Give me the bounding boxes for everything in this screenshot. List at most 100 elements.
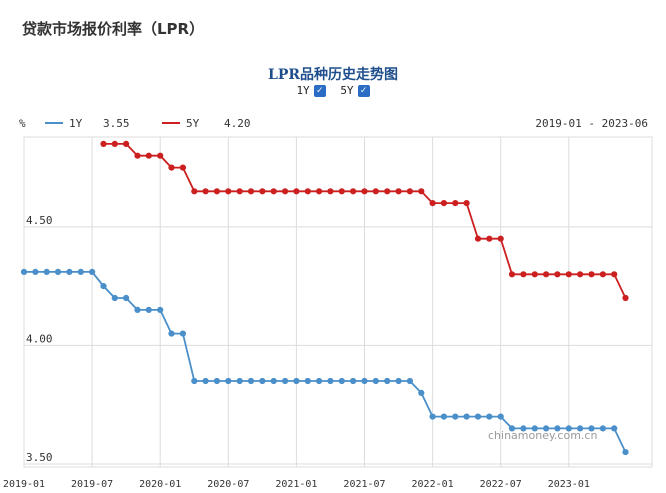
checkbox-checked-icon[interactable]: ✓ [313,84,326,97]
data-point[interactable] [588,271,595,278]
data-point[interactable] [157,306,164,313]
data-point[interactable] [293,377,300,385]
data-point[interactable] [611,425,618,432]
data-point[interactable] [134,306,141,313]
data-point[interactable] [520,271,527,278]
data-point[interactable] [395,377,402,385]
data-point[interactable] [338,377,345,385]
data-point[interactable] [429,200,436,207]
data-point[interactable] [111,140,118,147]
data-point[interactable] [531,271,538,278]
data-point[interactable] [577,425,584,432]
data-point[interactable] [327,377,334,385]
data-point[interactable] [418,188,425,195]
data-point[interactable] [440,413,447,420]
data-point[interactable] [179,330,186,337]
data-point[interactable] [213,188,220,195]
data-point[interactable] [134,152,141,159]
data-point[interactable] [395,188,402,195]
data-point[interactable] [599,425,607,432]
data-point[interactable] [543,271,550,278]
data-point[interactable] [372,188,379,195]
data-point[interactable] [508,425,516,432]
data-point[interactable] [145,152,152,159]
data-point[interactable] [384,188,391,195]
data-point[interactable] [191,377,198,385]
data-point[interactable] [384,377,391,385]
data-point[interactable] [111,294,118,302]
data-point[interactable] [463,413,470,420]
data-point[interactable] [452,413,459,420]
data-point[interactable] [577,271,584,278]
data-point[interactable] [350,377,357,385]
data-point[interactable] [565,271,572,278]
data-point[interactable] [123,294,130,302]
data-point[interactable] [304,188,311,195]
data-point[interactable] [89,268,96,275]
data-point[interactable] [304,377,311,385]
data-point[interactable] [43,268,50,275]
data-point[interactable] [202,188,209,195]
data-point[interactable] [543,425,550,432]
data-point[interactable] [32,268,39,275]
data-point[interactable] [486,235,493,242]
data-point[interactable] [66,268,73,275]
data-point[interactable] [361,188,368,195]
data-point[interactable] [282,377,289,385]
data-point[interactable] [100,140,107,147]
data-point[interactable] [225,188,232,195]
data-point[interactable] [20,268,28,275]
data-point[interactable] [168,330,175,337]
data-point[interactable] [611,271,618,278]
data-point[interactable] [474,235,482,242]
data-point[interactable] [236,377,243,385]
data-point[interactable] [247,377,255,385]
data-point[interactable] [327,188,334,195]
data-point[interactable] [497,235,504,242]
data-point[interactable] [77,268,84,275]
toggle-1y[interactable]: 1Y ✓ [296,84,326,97]
data-point[interactable] [338,188,345,195]
data-point[interactable] [452,200,459,207]
data-point[interactable] [236,188,243,195]
data-point[interactable] [225,377,232,385]
data-point[interactable] [179,164,186,171]
data-point[interactable] [316,377,323,385]
data-point[interactable] [100,283,107,290]
data-point[interactable] [599,271,607,278]
data-point[interactable] [372,377,379,385]
data-point[interactable] [282,188,289,195]
data-point[interactable] [168,164,175,171]
data-point[interactable] [123,140,130,147]
data-point[interactable] [474,413,482,420]
data-point[interactable] [191,188,198,195]
data-point[interactable] [259,188,266,195]
data-point[interactable] [316,188,323,195]
toggle-5y[interactable]: 5Y ✓ [340,84,370,97]
data-point[interactable] [406,377,413,385]
data-point[interactable] [361,377,368,385]
data-point[interactable] [350,188,357,195]
data-point[interactable] [486,413,493,420]
data-point[interactable] [213,377,220,385]
data-point[interactable] [565,425,572,432]
data-point[interactable] [145,306,152,313]
checkbox-checked-icon[interactable]: ✓ [357,84,370,97]
data-point[interactable] [622,449,629,456]
data-point[interactable] [270,188,277,195]
data-point[interactable] [406,188,413,195]
data-point[interactable] [554,271,561,278]
data-point[interactable] [622,294,629,302]
data-point[interactable] [429,413,436,420]
data-point[interactable] [418,389,425,396]
data-point[interactable] [440,200,447,207]
data-point[interactable] [531,425,538,432]
data-point[interactable] [270,377,277,385]
data-point[interactable] [202,377,209,385]
data-point[interactable] [497,413,504,420]
data-point[interactable] [508,271,516,278]
data-point[interactable] [588,425,595,432]
data-point[interactable] [520,425,527,432]
data-point[interactable] [463,200,470,207]
data-point[interactable] [293,188,300,195]
